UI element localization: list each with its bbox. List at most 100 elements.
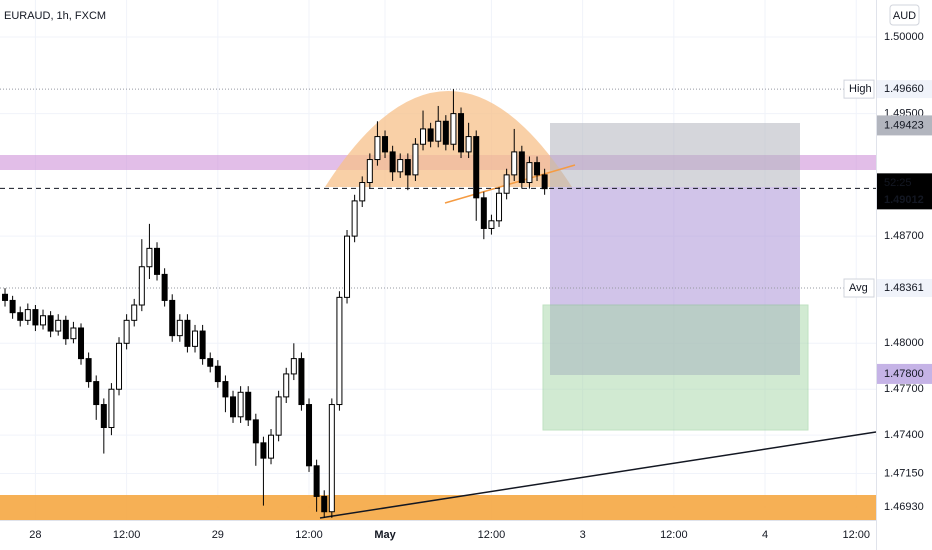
candle-body	[138, 266, 145, 306]
candle-body	[359, 182, 366, 202]
orange-line	[444, 164, 576, 204]
level-name-box	[843, 278, 875, 298]
x-tick-label: 29	[212, 529, 224, 541]
axes: 1.500001.495001.487001.480001.477001.474…	[29, 31, 932, 541]
last-price-value: 1.49012	[884, 194, 924, 206]
candle-body	[397, 159, 404, 173]
candle-body	[344, 235, 351, 298]
levels: High Avg	[0, 79, 876, 298]
x-tick-label: 28	[29, 529, 41, 541]
candle-body	[116, 342, 123, 390]
level-name: High	[849, 83, 872, 95]
x-tick-label: 12:00	[842, 529, 870, 541]
countdown: 52:25	[884, 177, 912, 189]
candle-body	[404, 159, 411, 176]
candle-body	[62, 319, 69, 340]
target-zone-2	[542, 304, 809, 431]
candle-body	[526, 162, 533, 184]
candle-body	[290, 358, 297, 375]
candle-body	[465, 136, 472, 153]
candle-body	[260, 442, 267, 459]
level-name: Avg	[849, 282, 868, 294]
x-tick-label: 12:00	[113, 529, 141, 541]
candle-body	[503, 174, 510, 194]
candle-body	[412, 143, 419, 176]
candle-body	[245, 391, 252, 421]
candle-body	[222, 381, 229, 398]
chart-title: EURAUD, 1h, FXCM	[4, 10, 106, 22]
candle-body	[146, 247, 153, 268]
candle-body	[374, 136, 381, 161]
x-tick-label: 12:00	[295, 529, 323, 541]
candle-body	[78, 327, 85, 360]
orange-zone	[0, 495, 876, 520]
candle-body	[518, 151, 525, 184]
candle-body	[169, 299, 176, 337]
candle-body	[541, 174, 548, 190]
candle-body	[351, 200, 358, 237]
candle-body	[473, 136, 480, 199]
candle-body	[237, 391, 244, 418]
candle-body	[420, 128, 427, 145]
candle-body	[283, 373, 290, 398]
candle-body	[199, 330, 206, 360]
candle-body	[298, 358, 305, 406]
candle-body	[2, 293, 9, 301]
candle-body	[70, 327, 77, 340]
candle-body	[427, 128, 434, 142]
candle-body	[328, 404, 335, 513]
level-badge	[877, 279, 932, 298]
marker-value: 1.47800	[884, 368, 924, 380]
candle-body	[496, 192, 503, 222]
candle-body	[450, 113, 457, 145]
candle-body	[100, 404, 107, 429]
candle-body	[336, 296, 343, 406]
candle-body	[207, 358, 214, 367]
candle-body	[131, 304, 138, 321]
y-tick-label: 1.48000	[884, 337, 924, 349]
last-price-badge	[877, 173, 932, 210]
candle-body	[123, 319, 130, 344]
candle-body	[108, 388, 115, 429]
y-tick-label: 1.47150	[884, 467, 924, 479]
candle-body	[534, 162, 541, 176]
candle-body	[321, 495, 328, 513]
x-tick-label: 4	[762, 529, 768, 541]
candle-body	[55, 319, 62, 332]
candle-body	[511, 151, 518, 176]
candle-body	[480, 197, 487, 229]
candle-body	[313, 465, 320, 497]
candle-body	[382, 136, 389, 153]
candle-body	[9, 299, 16, 314]
y-tick-label: 1.47400	[884, 429, 924, 441]
stop-zone	[550, 123, 800, 187]
candle-body	[161, 273, 168, 301]
candle-body	[85, 358, 92, 383]
x-tick-label: May	[374, 529, 396, 541]
candle-body	[40, 315, 47, 326]
candle-body	[275, 396, 282, 436]
y-tick-label: 1.48700	[884, 230, 924, 242]
level-value: 1.49660	[884, 83, 924, 95]
level-badge	[877, 80, 932, 99]
level-value: 1.48361	[884, 282, 924, 294]
candle-body	[184, 319, 191, 347]
candle-body	[268, 434, 275, 459]
candle-body	[252, 419, 259, 444]
candle-body	[47, 315, 54, 332]
candle-body	[192, 330, 199, 347]
marker-value: 1.49423	[884, 119, 924, 131]
x-tick-label: 12:00	[478, 529, 506, 541]
candle-body	[154, 247, 161, 275]
candle-body	[214, 365, 221, 383]
x-tick-label: 12:00	[660, 529, 688, 541]
candle-body	[24, 309, 31, 321]
level-name-box	[843, 79, 875, 99]
candle-body	[230, 396, 237, 418]
candle-body	[32, 309, 39, 326]
currency-box	[889, 4, 920, 26]
trend-line	[319, 431, 876, 519]
candle-body	[93, 381, 100, 406]
marker-badge	[877, 115, 932, 136]
